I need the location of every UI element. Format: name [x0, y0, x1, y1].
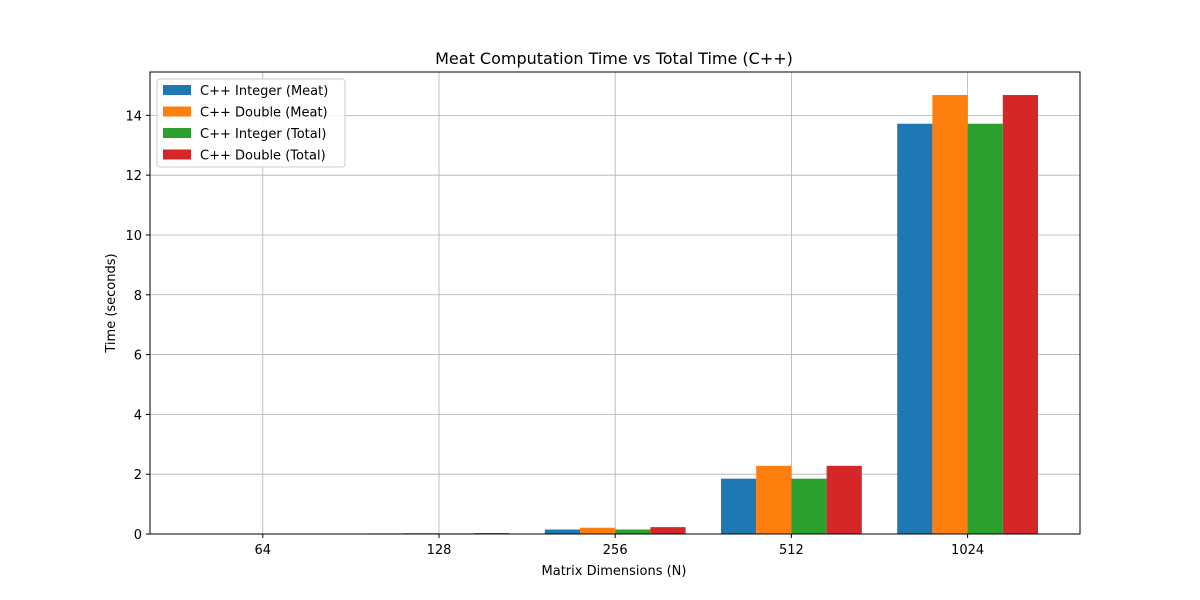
axes: [146, 71, 1081, 538]
bar: [580, 527, 616, 534]
y-axis-label: Time (seconds): [104, 253, 119, 353]
bar: [897, 123, 933, 534]
y-tick-label: 12: [125, 169, 142, 184]
x-tick-labels: 64 128 256 512 1024: [255, 543, 985, 558]
y-tick-label: 4: [134, 408, 142, 423]
legend-box: [156, 78, 346, 168]
bar: [967, 123, 1003, 534]
y-tick-label: 2: [134, 468, 142, 483]
x-tick-label: 128: [427, 543, 452, 558]
legend-swatch: [163, 85, 191, 95]
bar: [932, 95, 968, 535]
bar: [721, 478, 757, 534]
legend-swatch: [163, 128, 191, 138]
legend-swatch: [163, 106, 191, 117]
y-tick-labels: 0 2 4 6 8 10 12 14: [125, 109, 142, 543]
bar: [615, 529, 651, 534]
legend-label: C++ Integer (Meat): [200, 84, 328, 99]
bar: [544, 529, 580, 534]
legend-label: C++ Double (Total): [200, 149, 326, 164]
y-tick-label: 0: [134, 528, 142, 543]
legend-swatch: [163, 149, 191, 160]
legend-label: C++ Double (Meat): [200, 106, 328, 121]
x-tick-label: 1024: [951, 543, 984, 558]
legend-label: C++ Integer (Total): [200, 127, 326, 142]
y-tick-label: 8: [134, 289, 142, 304]
bar: [650, 527, 686, 534]
bar: [1002, 95, 1038, 535]
x-tick-label: 512: [779, 543, 804, 558]
x-axis-label: Matrix Dimensions (N): [542, 564, 687, 579]
x-tick-label: 64: [255, 543, 272, 558]
chart-title: Meat Computation Time vs Total Time (C++…: [435, 49, 793, 68]
y-tick-label: 6: [134, 349, 142, 364]
bar: [826, 465, 862, 534]
bar: [791, 478, 827, 534]
x-tick-label: 256: [603, 543, 628, 558]
bars: [192, 95, 1038, 535]
y-tick-label: 14: [125, 109, 142, 124]
bar: [756, 465, 792, 534]
legend: C++ Integer (Meat) C++ Double (Meat) C++ I…: [156, 78, 346, 168]
y-tick-label: 10: [125, 229, 142, 244]
